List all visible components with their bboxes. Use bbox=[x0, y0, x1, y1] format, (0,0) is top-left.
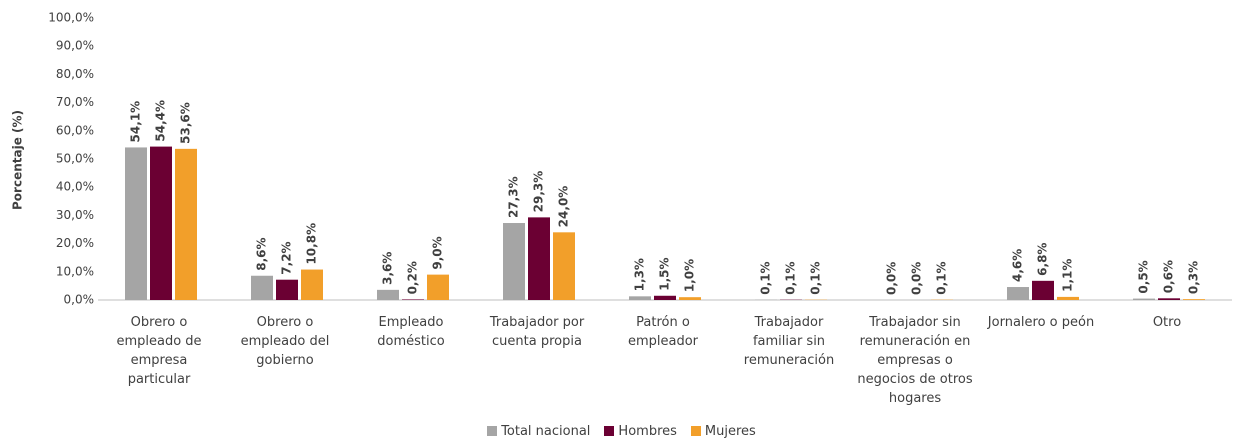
data-label: 0,3% bbox=[1187, 261, 1201, 294]
y-tick-label: 100,0% bbox=[48, 11, 94, 25]
y-tick-label: 90,0% bbox=[56, 39, 94, 53]
legend-swatch bbox=[487, 426, 498, 436]
bar bbox=[1032, 280, 1054, 300]
bar bbox=[251, 275, 273, 300]
legend-item: Total nacional bbox=[487, 424, 590, 439]
bar bbox=[125, 147, 147, 300]
y-tick-label: 20,0% bbox=[56, 236, 94, 250]
legend-label: Total nacional bbox=[501, 424, 591, 439]
data-label: 6,8% bbox=[1036, 243, 1050, 276]
data-label: 3,6% bbox=[381, 252, 395, 285]
y-tick-label: 80,0% bbox=[56, 67, 94, 81]
bar bbox=[402, 299, 424, 300]
x-tick-label: Jornalero o peón bbox=[987, 315, 1095, 330]
legend-swatch bbox=[604, 426, 615, 436]
data-label: 1,3% bbox=[633, 258, 647, 291]
data-label: 53,6% bbox=[179, 102, 193, 144]
bar bbox=[175, 148, 197, 300]
x-tick-label: Trabajador por cuenta propia bbox=[489, 315, 585, 349]
data-label: 0,1% bbox=[809, 261, 823, 294]
data-label: 27,3% bbox=[507, 176, 521, 218]
bar bbox=[1158, 298, 1180, 300]
bar bbox=[553, 232, 575, 300]
bar bbox=[150, 146, 172, 300]
data-label: 0,0% bbox=[910, 262, 924, 295]
legend-item: Hombres bbox=[604, 424, 677, 439]
data-label: 0,1% bbox=[759, 261, 773, 294]
bar bbox=[679, 297, 701, 300]
y-axis-title: Porcentaje (%) bbox=[11, 110, 25, 210]
legend-swatch bbox=[690, 426, 701, 436]
bar bbox=[427, 274, 449, 300]
x-tick-label: Trabajador sin remuneración en empresas … bbox=[857, 315, 973, 406]
y-tick-label: 30,0% bbox=[56, 208, 94, 222]
data-label: 0,5% bbox=[1137, 260, 1151, 293]
data-label: 8,6% bbox=[255, 237, 269, 270]
legend: Total nacional Hombres Mujeres bbox=[0, 424, 1243, 439]
bar bbox=[1183, 299, 1205, 300]
x-tick-label: Patrón o empleador bbox=[627, 315, 699, 349]
data-label: 4,6% bbox=[1011, 249, 1025, 282]
bar bbox=[1057, 296, 1079, 300]
data-label: 1,5% bbox=[658, 257, 672, 290]
x-tick-label: Trabajador familiar sin remuneración bbox=[743, 315, 835, 368]
y-tick-label: 50,0% bbox=[56, 152, 94, 166]
legend-label: Hombres bbox=[618, 424, 677, 439]
bar bbox=[276, 279, 298, 300]
x-tick-label: Obrero o empleado de empresa particular bbox=[116, 315, 202, 387]
data-label: 10,8% bbox=[305, 223, 319, 265]
x-tick-label: Otro bbox=[1152, 315, 1182, 330]
data-label: 0,1% bbox=[935, 261, 949, 294]
data-label: 24,0% bbox=[557, 186, 571, 228]
bar bbox=[1007, 287, 1029, 300]
x-tick-label: Empleado doméstico bbox=[377, 315, 445, 349]
legend-item: Mujeres bbox=[690, 424, 756, 439]
data-label: 54,1% bbox=[129, 101, 143, 143]
data-label: 9,0% bbox=[431, 236, 445, 269]
y-tick-label: 0,0% bbox=[64, 293, 95, 307]
bar bbox=[528, 217, 550, 300]
x-tick-label: Obrero o empleado del gobierno bbox=[240, 315, 330, 368]
y-tick-label: 70,0% bbox=[56, 95, 94, 109]
data-label: 0,2% bbox=[406, 261, 420, 294]
bar bbox=[503, 223, 525, 300]
data-label: 0,6% bbox=[1162, 260, 1176, 293]
bar bbox=[301, 269, 323, 300]
legend-label: Mujeres bbox=[704, 424, 756, 439]
bar bbox=[654, 295, 676, 300]
data-label: 7,2% bbox=[280, 241, 294, 274]
data-label: 1,1% bbox=[1061, 259, 1075, 292]
bar bbox=[1133, 298, 1155, 300]
data-label: 1,0% bbox=[683, 259, 697, 292]
bar bbox=[629, 296, 651, 300]
y-tick-label: 40,0% bbox=[56, 180, 94, 194]
data-label: 0,1% bbox=[784, 261, 798, 294]
y-tick-label: 60,0% bbox=[56, 123, 94, 137]
data-label: 29,3% bbox=[532, 171, 546, 213]
bar bbox=[377, 289, 399, 300]
data-label: 54,4% bbox=[154, 100, 168, 142]
data-label: 0,0% bbox=[885, 262, 899, 295]
y-tick-label: 10,0% bbox=[56, 264, 94, 278]
